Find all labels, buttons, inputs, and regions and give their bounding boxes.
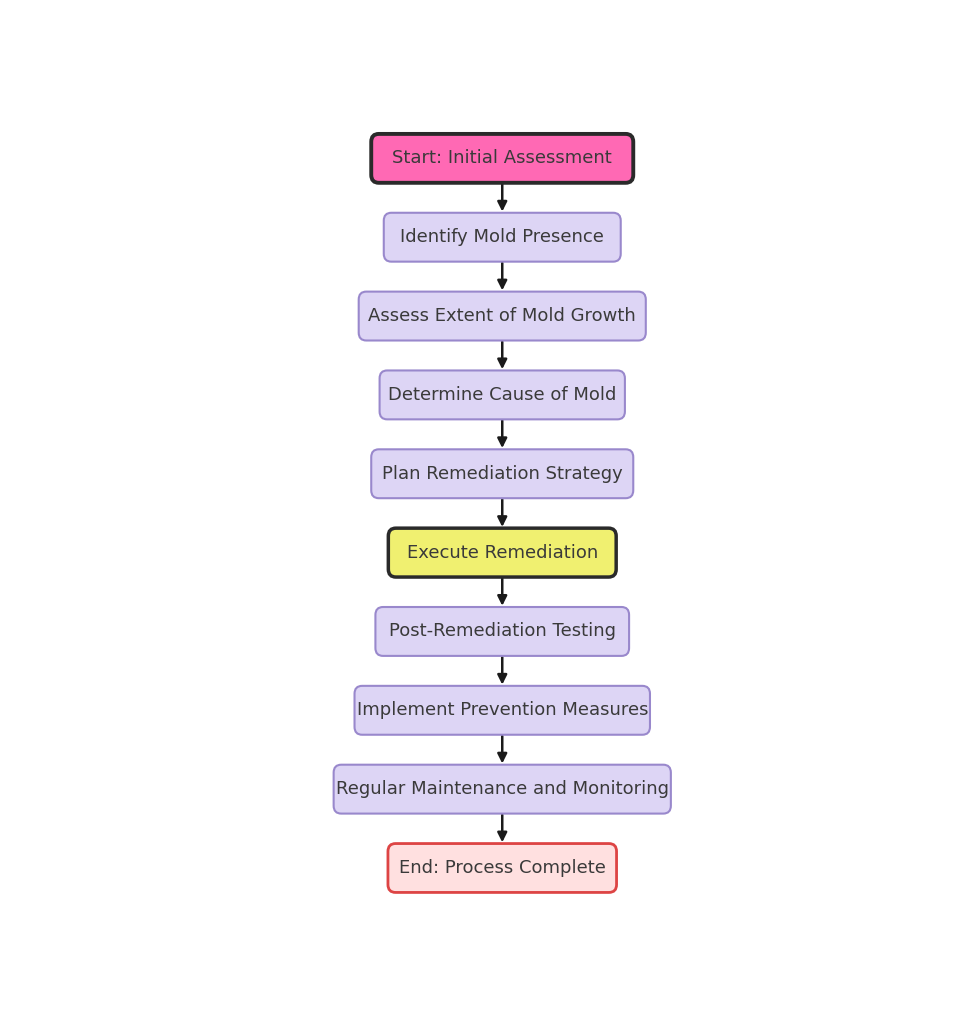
FancyBboxPatch shape: [379, 371, 625, 420]
Text: Post-Remediation Testing: Post-Remediation Testing: [389, 623, 615, 640]
FancyBboxPatch shape: [333, 765, 671, 814]
Text: Regular Maintenance and Monitoring: Regular Maintenance and Monitoring: [336, 780, 668, 798]
FancyBboxPatch shape: [359, 292, 646, 341]
FancyBboxPatch shape: [371, 134, 633, 183]
FancyBboxPatch shape: [388, 528, 616, 578]
Text: Start: Initial Assessment: Start: Initial Assessment: [392, 150, 612, 167]
FancyBboxPatch shape: [384, 213, 620, 262]
Text: Assess Extent of Mold Growth: Assess Extent of Mold Growth: [368, 307, 636, 325]
FancyBboxPatch shape: [355, 686, 650, 735]
Text: End: Process Complete: End: Process Complete: [399, 859, 606, 877]
Text: Identify Mold Presence: Identify Mold Presence: [400, 228, 605, 246]
Text: Execute Remediation: Execute Remediation: [407, 544, 598, 561]
Text: Plan Remediation Strategy: Plan Remediation Strategy: [382, 465, 622, 482]
Text: Implement Prevention Measures: Implement Prevention Measures: [357, 701, 648, 719]
FancyBboxPatch shape: [375, 607, 629, 656]
Text: Determine Cause of Mold: Determine Cause of Mold: [388, 386, 616, 403]
FancyBboxPatch shape: [388, 844, 616, 893]
FancyBboxPatch shape: [371, 450, 633, 499]
